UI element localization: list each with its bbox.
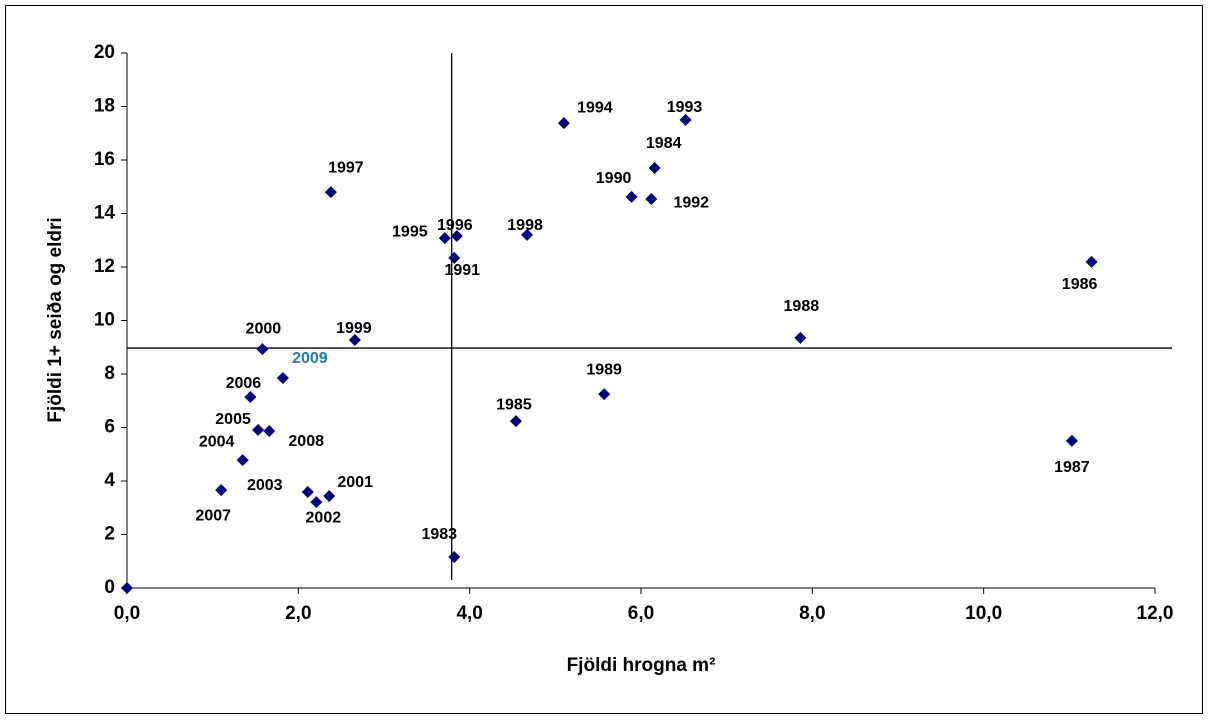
point: [256, 343, 269, 356]
y-tick-label: 10: [94, 310, 115, 331]
point: [348, 334, 361, 347]
point: [521, 228, 534, 241]
y-tick-label: 12: [94, 256, 115, 277]
point: [557, 117, 570, 130]
point: [448, 251, 461, 264]
point-label: 1988: [784, 298, 820, 315]
x-tick-label: 6,0: [628, 603, 654, 624]
point-label: 1986: [1062, 276, 1098, 293]
point: [438, 232, 451, 245]
chart-frame: [5, 5, 1203, 714]
point: [648, 162, 661, 175]
y-tick-label: 14: [94, 203, 116, 224]
point: [509, 415, 522, 428]
y-tick-label: 0: [104, 577, 115, 598]
x-axis-title: Fjöldi hrogna m²: [567, 655, 716, 676]
point-label: 2002: [306, 509, 342, 526]
point: [598, 388, 611, 401]
point-label: 2008: [288, 433, 324, 450]
point-label: 2007: [195, 507, 231, 524]
point-label: 2009: [292, 350, 328, 367]
point-label: 1989: [586, 361, 622, 378]
point-label: 2004: [199, 433, 235, 450]
point: [301, 485, 314, 498]
point-label: 1999: [336, 320, 372, 337]
point: [679, 113, 692, 126]
point: [236, 454, 249, 467]
x-tick-label: 12,0: [1137, 603, 1174, 624]
point: [252, 423, 265, 436]
point: [324, 186, 337, 199]
point-label: 1995: [392, 223, 428, 240]
point-label: 1994: [577, 99, 613, 116]
point: [310, 496, 323, 509]
y-tick-label: 20: [94, 42, 115, 63]
point: [263, 424, 276, 437]
y-tick-label: 18: [94, 96, 115, 117]
point-label: 2001: [337, 474, 373, 491]
x-tick-label: 2,0: [285, 603, 311, 624]
point-label: 1996: [437, 217, 473, 234]
point-label: 1984: [646, 135, 682, 152]
y-tick-label: 16: [94, 149, 115, 170]
point: [794, 331, 807, 344]
point-label: 1990: [596, 170, 632, 187]
point-label: 1998: [507, 217, 543, 234]
y-tick-label: 6: [104, 417, 115, 438]
point-label: 2003: [247, 477, 283, 494]
point-label: 1997: [328, 159, 364, 176]
y-tick-label: 8: [104, 363, 115, 384]
x-tick-label: 0,0: [114, 603, 140, 624]
point: [244, 391, 257, 404]
point-label: 1983: [421, 526, 457, 543]
point: [323, 489, 336, 502]
point-label: 1985: [496, 396, 532, 413]
point: [121, 582, 133, 594]
point-label: 2006: [226, 375, 262, 392]
point-label: 1987: [1054, 459, 1090, 476]
x-tick-label: 4,0: [456, 603, 482, 624]
point: [1085, 255, 1098, 268]
point-label: 1992: [673, 194, 709, 211]
y-axis-title: Fjöldi 1+ seiða og eldri: [45, 217, 66, 422]
point-label: 2005: [215, 411, 251, 428]
x-tick-label: 8,0: [799, 603, 825, 624]
point: [625, 190, 638, 203]
point: [645, 193, 658, 206]
point: [1065, 434, 1078, 447]
point: [276, 372, 289, 385]
y-tick-label: 2: [104, 524, 115, 545]
y-tick-label: 4: [104, 470, 115, 491]
point: [450, 229, 463, 242]
point-label: 1993: [667, 99, 703, 116]
point-label: 1991: [444, 262, 480, 279]
point-label: 2000: [246, 320, 282, 337]
x-tick-label: 10,0: [965, 603, 1002, 624]
point: [448, 550, 461, 563]
point: [215, 484, 228, 497]
